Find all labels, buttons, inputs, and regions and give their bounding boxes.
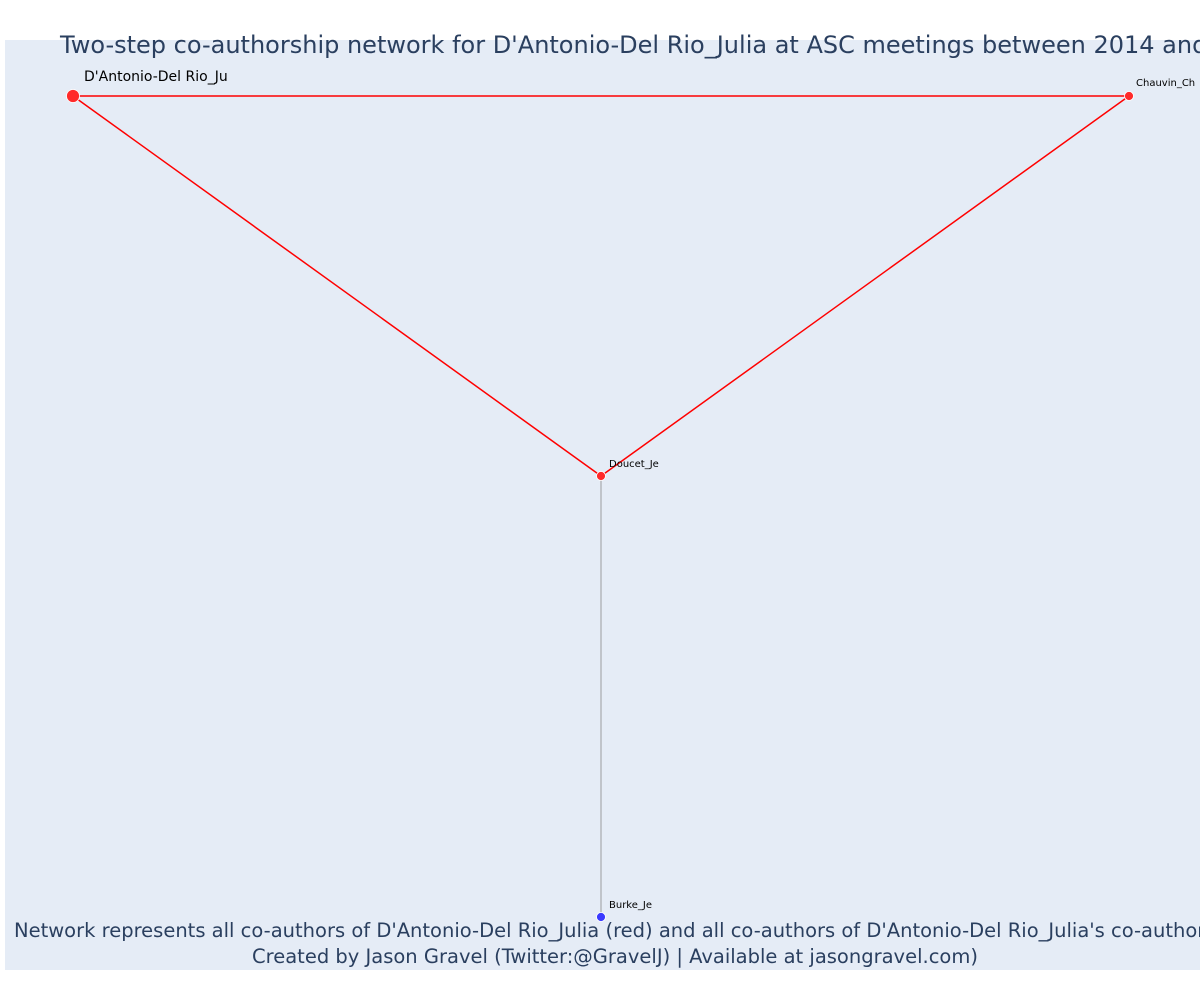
node [596,471,606,481]
node [66,89,80,103]
node [596,912,606,922]
node-label: Doucet_Je [609,459,659,470]
node-label: Chauvin_Ch [1136,78,1195,89]
node [1124,91,1134,101]
edge [72,95,602,477]
footer-line: Network represents all co-authors of D'A… [14,919,1200,942]
edge [600,95,1130,477]
footer-line: Created by Jason Gravel (Twitter:@Gravel… [252,945,978,968]
node-label: Burke_Je [609,900,652,911]
title: Two-step co-authorship network for D'Ant… [59,31,1200,59]
plot-background [5,40,1200,970]
node-label: D'Antonio-Del Rio_Ju [84,69,228,85]
